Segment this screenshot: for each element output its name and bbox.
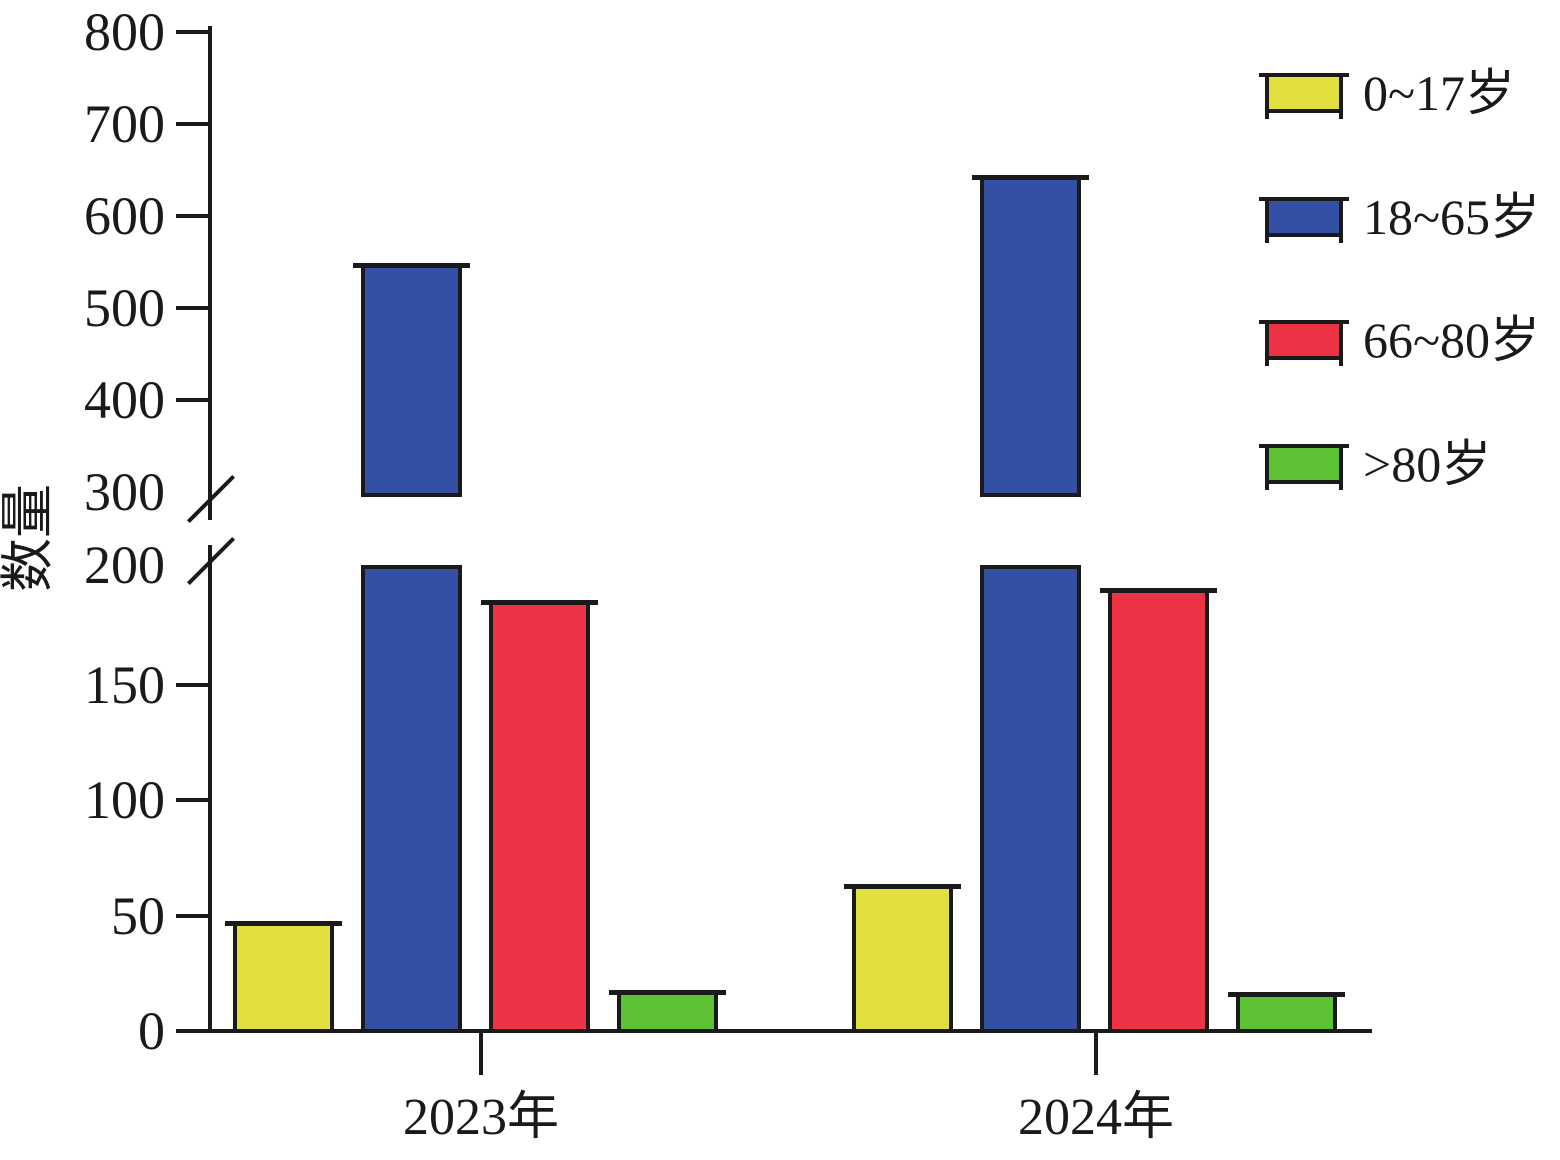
bar-2024年->80岁 bbox=[1228, 992, 1345, 1033]
legend-swatch->80岁 bbox=[1259, 444, 1349, 490]
bar-upper-segment-2024年-18~65岁 bbox=[972, 175, 1089, 497]
legend-label-0~17岁: 0~17岁 bbox=[1363, 65, 1516, 121]
y-tick-label-50: 50 bbox=[111, 886, 165, 946]
legend-label-18~65岁: 18~65岁 bbox=[1363, 189, 1541, 245]
y-tick-100 bbox=[176, 798, 210, 802]
legend-item-18~65岁: 18~65岁 bbox=[1259, 187, 1541, 247]
y-tick-800 bbox=[176, 30, 210, 34]
x-label-2023年: 2023年 bbox=[402, 1089, 559, 1146]
legend-item-66~80岁: 66~80岁 bbox=[1259, 310, 1541, 370]
legend-label->80岁: >80岁 bbox=[1363, 436, 1492, 492]
x-tick-2024年 bbox=[1094, 1031, 1098, 1075]
legend-item->80岁: >80岁 bbox=[1259, 434, 1492, 494]
legend-swatch-66~80岁 bbox=[1259, 320, 1349, 366]
y-tick-400 bbox=[176, 398, 210, 402]
bar-lower-segment-2024年-18~65岁 bbox=[980, 565, 1081, 1033]
y-tick-label-800: 800 bbox=[84, 2, 165, 62]
y-tick-label-0: 0 bbox=[138, 1001, 165, 1061]
y-axis-line-upper bbox=[208, 26, 212, 520]
y-tick-50 bbox=[176, 914, 210, 918]
y-tick-label-150: 150 bbox=[84, 655, 165, 715]
legend-label-66~80岁: 66~80岁 bbox=[1363, 312, 1541, 368]
x-tick-2023年 bbox=[479, 1031, 483, 1075]
y-tick-0 bbox=[176, 1029, 210, 1033]
bar-upper-segment-2023年-18~65岁 bbox=[353, 263, 470, 497]
bar-2024年-66~80岁 bbox=[1100, 588, 1217, 1033]
bar-lower-segment-2023年-18~65岁 bbox=[361, 565, 462, 1033]
y-tick-label-500: 500 bbox=[84, 278, 165, 338]
y-tick-600 bbox=[176, 214, 210, 218]
x-axis-line bbox=[208, 1029, 1372, 1033]
y-tick-label-200: 200 bbox=[84, 535, 165, 595]
y-tick-label-300: 300 bbox=[84, 462, 165, 522]
legend-swatch-0~17岁 bbox=[1259, 73, 1349, 119]
x-label-2024年: 2024年 bbox=[1017, 1089, 1174, 1146]
y-tick-label-700: 700 bbox=[84, 94, 165, 154]
y-tick-500 bbox=[176, 306, 210, 310]
legend-swatch-18~65岁 bbox=[1259, 197, 1349, 243]
bar-2024年-0~17岁 bbox=[844, 884, 961, 1033]
y-tick-label-400: 400 bbox=[84, 370, 165, 430]
bar-2023年->80岁 bbox=[609, 990, 726, 1033]
y-tick-label-600: 600 bbox=[84, 186, 165, 246]
y-tick-label-100: 100 bbox=[84, 770, 165, 830]
y-tick-700 bbox=[176, 122, 210, 126]
legend-item-0~17岁: 0~17岁 bbox=[1259, 63, 1516, 123]
y-tick-150 bbox=[176, 683, 210, 687]
bar-2023年-0~17岁 bbox=[225, 921, 342, 1033]
bar-2023年-66~80岁 bbox=[481, 600, 598, 1033]
y-axis-line-lower bbox=[208, 545, 212, 1033]
